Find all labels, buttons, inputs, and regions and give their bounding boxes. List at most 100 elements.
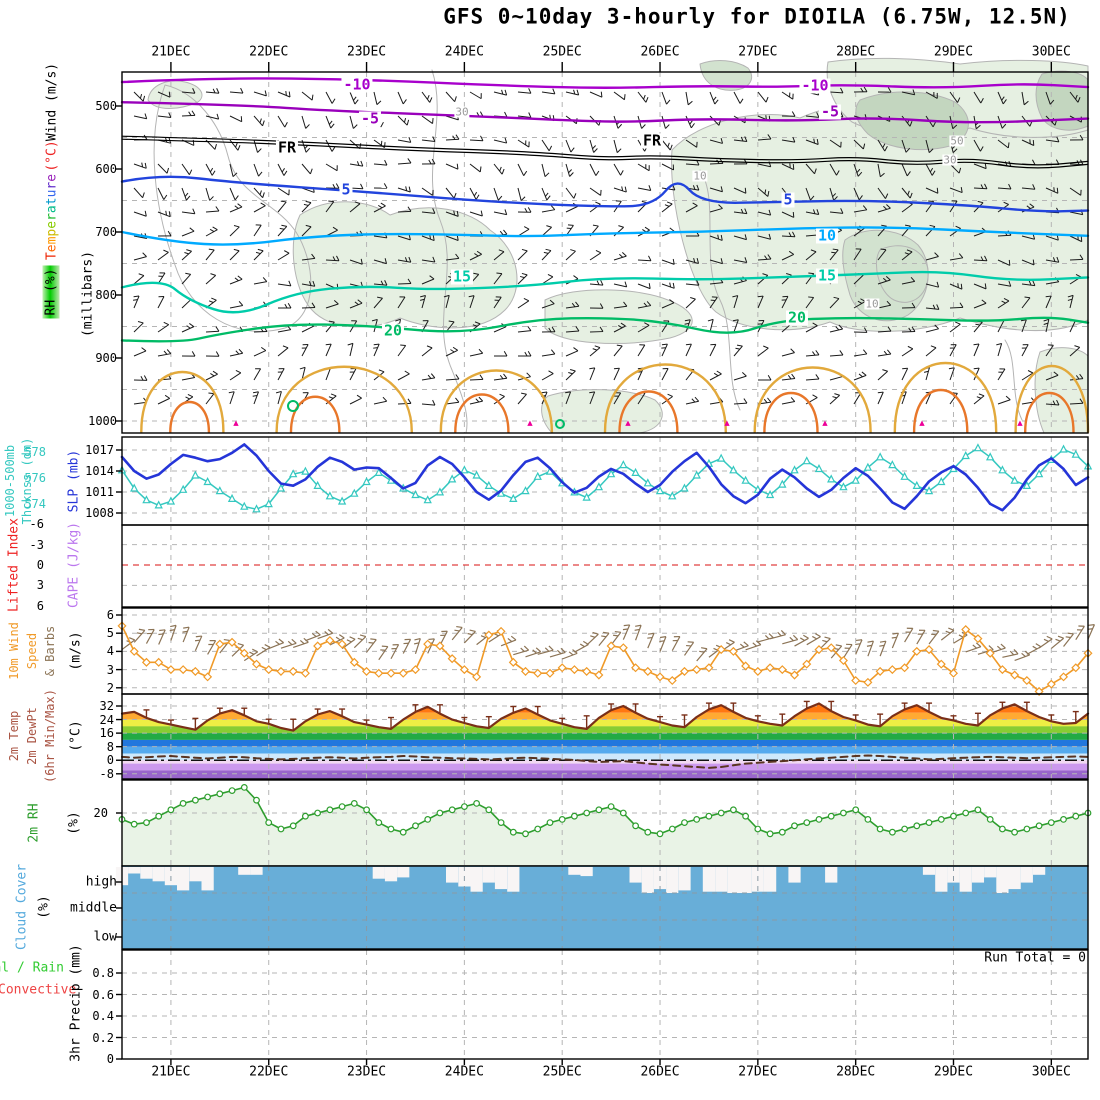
li-tick: -3 — [29, 537, 44, 552]
axis-label-10m-wind: 10m Wind — [7, 622, 21, 680]
date-label-top: 22DEC — [249, 44, 289, 60]
temp-tick: 16 — [99, 726, 114, 741]
date-label-bottom: 26DEC — [640, 1064, 680, 1080]
axis-label-degc: (°C) — [44, 140, 60, 172]
pressure-tick: 500 — [95, 99, 117, 113]
pressure-tick: 800 — [95, 288, 117, 302]
wind-speed-tick: 4 — [106, 644, 114, 659]
contour-label-FR: FR — [640, 131, 664, 150]
cloud-row-label: middle — [70, 900, 117, 916]
precip-tick: 0.2 — [92, 1030, 114, 1045]
axis-label-millibars: (millibars) — [80, 250, 96, 338]
rh-contour-label: 10 — [692, 169, 708, 183]
wind-speed-tick: 2 — [106, 680, 114, 695]
contour-label--10: -10 — [341, 75, 373, 94]
date-label-top: 21DEC — [151, 44, 191, 60]
date-label-top: 25DEC — [542, 44, 582, 60]
temp-tick: 8 — [106, 739, 114, 754]
legend-total-rain: Total / Rain — [0, 960, 64, 976]
temperature-letter: p — [44, 228, 60, 237]
rh-contour-label: 50 — [949, 134, 965, 148]
surface-marker: ▲ — [625, 418, 631, 429]
date-label-bottom: 21DEC — [151, 1064, 191, 1080]
axis-label-2m-dewpt: 2m DewPt — [25, 707, 39, 765]
wind-speed-tick: 6 — [106, 608, 114, 622]
temp-tick: -8 — [99, 766, 114, 781]
axis-label-pct-rh: (%) — [66, 811, 82, 835]
contour-label--5: -5 — [358, 109, 382, 128]
surface-marker: ▲ — [527, 418, 533, 429]
contour-label-FR: FR — [275, 138, 299, 157]
contour-label-20: 20 — [785, 308, 809, 327]
axis-label-minmax: (6hr Min/Max) — [43, 689, 57, 783]
axis-label-2m-temp: 2m Temp — [7, 710, 21, 762]
date-label-bottom: 24DEC — [444, 1064, 484, 1080]
contour-label-10: 10 — [815, 226, 839, 245]
axis-label-lifted-index: Lifted Index — [6, 518, 22, 612]
contour-label-5: 5 — [339, 180, 353, 199]
li-tick: 6 — [36, 598, 44, 613]
temperature-letter: u — [44, 189, 60, 198]
legend-convective: Convective — [0, 982, 77, 998]
rh-tick: 20 — [93, 806, 108, 820]
contour-label-15: 15 — [450, 267, 474, 286]
thickness-tick: 578 — [24, 445, 46, 459]
temperature-letter: r — [44, 181, 60, 190]
temperature-letter: r — [44, 213, 60, 221]
contour-label--5: -5 — [818, 102, 842, 121]
axis-label-speed: Speed — [25, 632, 39, 670]
date-label-top: 27DEC — [738, 44, 778, 60]
wind-speed-tick: 5 — [106, 626, 114, 641]
pressure-tick: 600 — [95, 162, 117, 176]
date-label-bottom: 23DEC — [346, 1064, 387, 1080]
wind-speed-tick: 3 — [106, 662, 114, 677]
date-label-top: 29DEC — [933, 44, 974, 60]
axis-label-slp: SLP (mb) — [66, 449, 82, 513]
run-total-text: Run Total = 0 — [984, 950, 1086, 966]
surface-marker: ▲ — [233, 418, 239, 429]
axis-label-barbs: & Barbs — [43, 625, 57, 677]
temperature-letter: T — [44, 252, 60, 261]
axis-label-thickness-1: 1000-500mb — [3, 444, 17, 518]
axis-label-cape: CAPE (J/kg) — [66, 521, 82, 609]
rh-contour-label: 10 — [864, 297, 880, 311]
precip-tick: 0.8 — [92, 966, 114, 980]
li-tick: 0 — [36, 558, 44, 572]
thickness-tick: 574 — [24, 497, 46, 511]
li-tick: -6 — [29, 517, 44, 532]
slp-tick: 1008 — [85, 506, 114, 520]
contour-label-5: 5 — [781, 190, 795, 209]
contour-label-20: 20 — [381, 321, 405, 340]
temperature-letter: t — [44, 197, 60, 206]
precip-tick: 0.4 — [92, 1009, 114, 1023]
temp-tick: 24 — [99, 712, 114, 727]
date-label-bottom: 28DEC — [836, 1064, 876, 1080]
slp-tick: 1014 — [85, 464, 114, 478]
temp-tick: 32 — [99, 699, 114, 713]
date-label-top: 26DEC — [640, 44, 680, 60]
date-label-top: 23DEC — [346, 44, 387, 60]
axis-label-degc-2m: (°C) — [68, 720, 84, 752]
axis-label-pct-cloud: (%) — [36, 895, 52, 919]
cloud-row-label: high — [85, 874, 117, 890]
date-label-bottom: 27DEC — [738, 1064, 778, 1080]
pressure-tick: 700 — [95, 225, 117, 239]
date-label-bottom: 22DEC — [249, 1064, 289, 1080]
axis-label-wind: Wind (m/s) — [44, 62, 60, 142]
temperature-letter: a — [44, 205, 60, 214]
date-label-bottom: 25DEC — [542, 1064, 582, 1080]
date-label-top: 24DEC — [444, 44, 484, 60]
date-label-bottom: 30DEC — [1031, 1064, 1071, 1080]
slp-tick: 1017 — [85, 443, 114, 457]
precip-tick: 0 — [106, 1052, 114, 1066]
date-label-top: 30DEC — [1031, 44, 1071, 60]
temperature-letter: e — [44, 244, 60, 253]
surface-marker: ▲ — [919, 418, 925, 429]
contour-label--10: -10 — [799, 76, 831, 95]
axis-label-rh: RH (%) — [42, 265, 60, 319]
surface-marker: ▲ — [1017, 418, 1023, 429]
temperature-letter: m — [44, 236, 60, 245]
temp-tick: 0 — [106, 753, 114, 768]
